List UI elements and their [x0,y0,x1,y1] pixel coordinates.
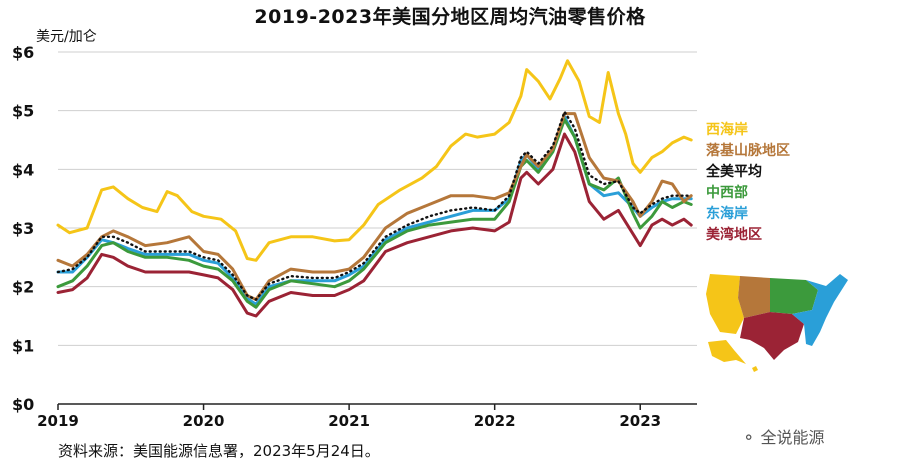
x-tick-label: 2023 [619,412,661,430]
watermark-text: 全说能源 [761,428,825,447]
map-region-hawaii [752,366,758,372]
x-tick-label: 2021 [328,412,370,430]
x-tick-label: 2020 [183,412,225,430]
map-region-gulf-coast [740,312,804,360]
series-line-0 [58,61,691,260]
source-note: 资料来源：美国能源信息署，2023年5月24日。 [58,440,380,461]
series-line-5 [58,134,691,316]
legend: 西海岸 落基山脉地区 全美平均 中西部 东海岸 美湾地区 [706,120,790,246]
x-tick-label: 2022 [474,412,516,430]
y-tick-label: $4 [12,160,34,179]
map-region-alaska [708,340,746,364]
legend-item-us-average: 全美平均 [706,162,790,183]
y-tick-label: $2 [12,278,34,297]
map-region-rocky-mountain [738,276,770,318]
us-regions-map [700,268,858,378]
x-tick-label: 2019 [37,412,79,430]
legend-item-west-coast: 西海岸 [706,120,790,141]
legend-item-rocky-mountain: 落基山脉地区 [706,141,790,162]
wechat-icon: ⚬ [742,428,755,447]
y-tick-label: $5 [12,102,34,121]
watermark: ⚬ 全说能源 [742,424,825,448]
legend-item-gulf-coast: 美湾地区 [706,225,790,246]
y-tick-label: $1 [12,336,34,355]
map-region-west-coast [706,274,744,334]
legend-item-east-coast: 东海岸 [706,204,790,225]
y-tick-label: $0 [12,395,34,414]
legend-item-midwest: 中西部 [706,183,790,204]
y-tick-label: $6 [12,43,34,62]
series-line-3 [58,120,691,308]
y-tick-label: $3 [12,219,34,238]
